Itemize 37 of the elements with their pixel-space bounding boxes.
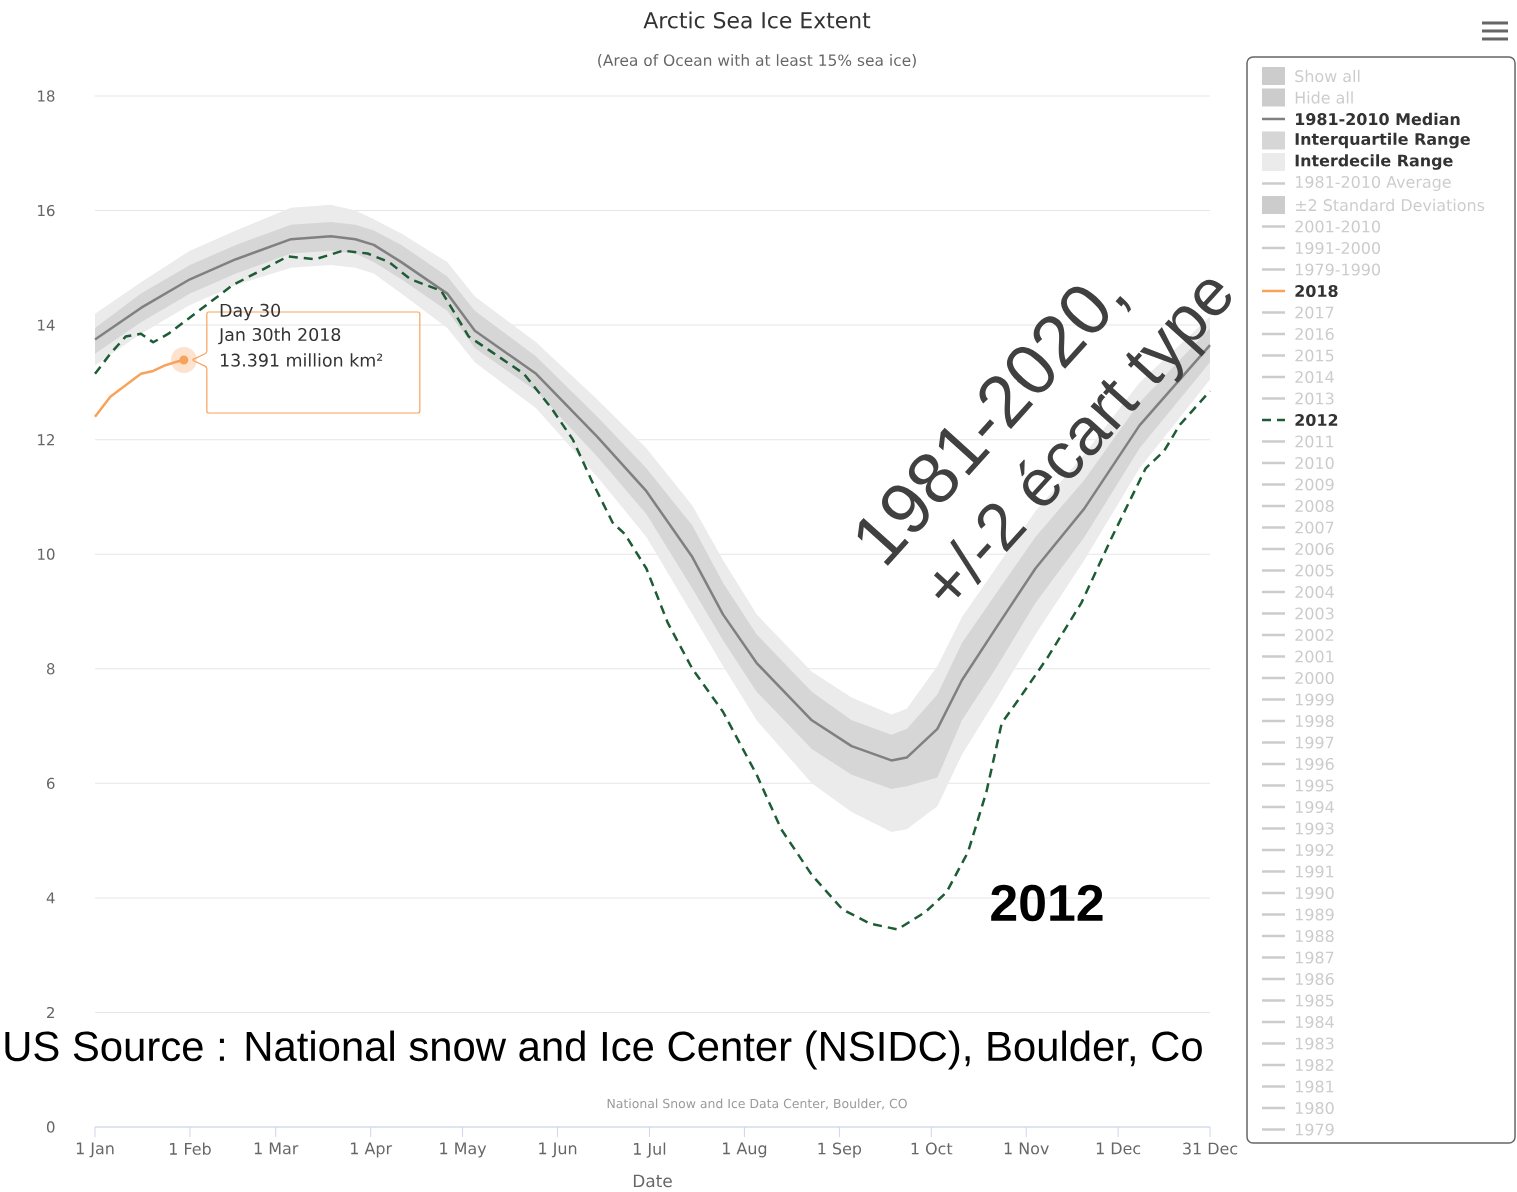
annotation: National Snow and Ice Data Center, Boulder, CO — [607, 1098, 907, 1110]
x-tick-label: 1 Feb — [170, 1142, 211, 1155]
annotation: 13.391 million km² — [220, 353, 383, 367]
annotation: Jan 30th 2018 — [218, 327, 341, 345]
y-tick-label: 8 — [46, 663, 55, 675]
legend-label: Interquartile Range — [1295, 132, 1470, 149]
x-tick-label: 31 Dec — [1183, 1142, 1238, 1155]
x-tick-label: 1 Jul — [633, 1142, 666, 1158]
x-tick-label: 1 Jun — [539, 1142, 577, 1158]
x-tick-label: 1 Apr — [351, 1142, 393, 1158]
legend-label: 2012 — [1295, 413, 1338, 427]
y-tick-label: 14 — [38, 319, 55, 331]
annotation: Day 30 — [220, 303, 281, 321]
y-tick-label: 2 — [47, 1006, 54, 1018]
y-tick-label: 4 — [46, 892, 55, 904]
y-tick-label: 10 — [38, 548, 55, 560]
y-tick-label: 6 — [47, 777, 55, 789]
annotation: 2012 — [991, 884, 1103, 922]
legend-label: 2018 — [1295, 284, 1338, 298]
y-tick-label: 16 — [38, 204, 55, 217]
x-tick-label: 1 Dec — [1096, 1142, 1141, 1155]
x-tick-label: 1 May — [440, 1142, 487, 1158]
y-tick-label: 12 — [38, 434, 54, 446]
x-tick-label: 1 Sep — [818, 1142, 862, 1158]
legend-label: Interdecile Range — [1295, 154, 1453, 170]
legend-label: 1981-2010 Median — [1296, 112, 1460, 126]
x-tick-label: 1 Jan — [76, 1142, 114, 1158]
y-tick-label: 18 — [38, 90, 55, 102]
annotation: US Source : National snow and Ice Center (NSIDC), Boulder, Co — [5, 1030, 1202, 1070]
y-tick-label: 0 — [46, 1121, 55, 1133]
x-tick-label: 1 Mar — [254, 1142, 299, 1155]
x-axis-title: Date — [633, 1174, 672, 1188]
chart-title: Arctic Sea Ice Extent — [643, 11, 871, 29]
x-tick-label: 1 Aug — [722, 1142, 767, 1158]
x-tick-label: 1 Oct — [911, 1142, 953, 1155]
chart-subtitle: (Area of Ocean with at least 15% sea ice) — [598, 54, 916, 68]
x-tick-label: 1 Nov — [1004, 1142, 1049, 1155]
